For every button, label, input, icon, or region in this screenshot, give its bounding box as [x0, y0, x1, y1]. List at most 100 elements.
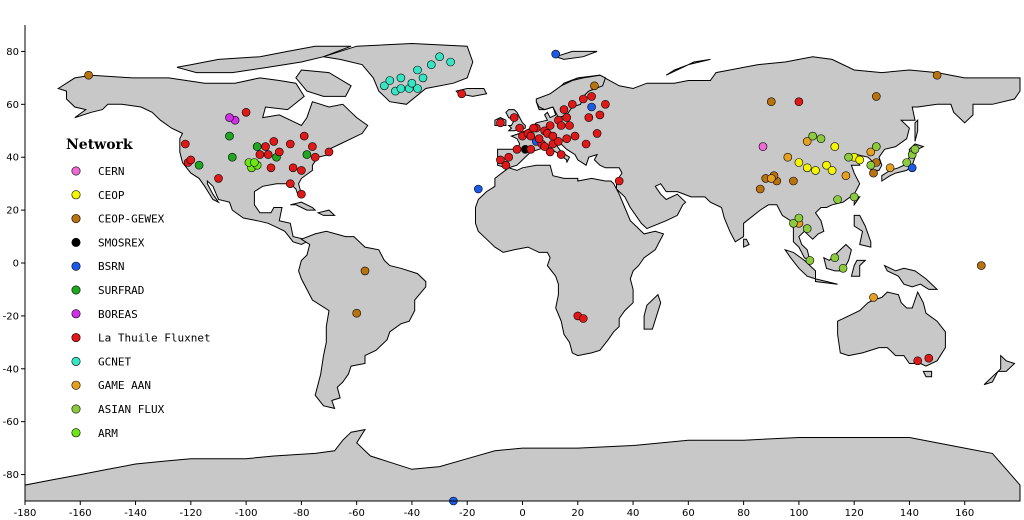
site-asian-flux [838, 263, 848, 273]
site-ceop-gewex [789, 176, 798, 186]
y-tick-label: 80 [6, 47, 19, 58]
y-tick-label: -80 [3, 470, 19, 481]
site-surfrad [228, 152, 237, 162]
legend-label-ceop-gewex: CEOP-GEWEX [98, 213, 165, 226]
legend-swatch-la-thuile-fluxnet [71, 333, 81, 343]
x-tick-label: -160 [69, 508, 92, 519]
site-bsrn [587, 102, 596, 112]
site-la-thuile-fluxnet [570, 131, 580, 141]
landmass-sri-lanka [743, 238, 750, 248]
landmass-hispaniola [316, 209, 336, 216]
site-la-thuile-fluxnet [545, 147, 555, 157]
site-la-thuile-fluxnet [297, 189, 306, 199]
y-tick-label: 20 [6, 206, 19, 217]
site-la-thuile-fluxnet [299, 131, 309, 141]
site-la-thuile-fluxnet [578, 94, 588, 104]
landmass-sulawesi [850, 259, 867, 277]
legend-swatch-ceop-gewex [71, 214, 81, 224]
site-asian-flux [794, 213, 804, 223]
site-ceop-gewex [590, 81, 599, 91]
site-ceop-gewex [871, 92, 881, 101]
site-game-aan [766, 174, 776, 183]
site-la-thuile-fluxnet [913, 356, 923, 366]
site-asian-flux [808, 131, 818, 141]
site-markers [84, 49, 986, 506]
x-tick-label: -120 [179, 508, 202, 519]
axes: -180 -160 -140 -120 -100 -80 -60 -40 -20 0 20 40 60 8… [3, 25, 1020, 519]
site-gcnet [396, 84, 406, 93]
site-la-thuile-fluxnet [261, 142, 270, 151]
x-ticks: -180 -160 -140 -120 -100 -80 -60 -40 -20 0 20 40 60 8… [14, 501, 974, 519]
x-tick-label: -80 [293, 508, 309, 519]
site-asian-flux [830, 253, 840, 263]
site-asian-flux [866, 160, 876, 170]
site-asian-flux [833, 195, 842, 204]
site-ceop-gewex [360, 266, 370, 276]
site-la-thuile-fluxnet [509, 113, 519, 122]
site-la-thuile-fluxnet [285, 139, 295, 149]
legend-swatch-ceop [71, 190, 81, 200]
legend-swatch-boreas [71, 309, 81, 319]
y-tick-label: -60 [3, 417, 19, 428]
site-la-thuile-fluxnet [181, 139, 190, 149]
site-la-thuile-fluxnet [529, 123, 538, 133]
legend-swatch-asian-flux [71, 404, 81, 414]
y-tick-label: -40 [3, 364, 19, 375]
legend-title: Network [66, 137, 133, 153]
legend-label-la-thuile-fluxnet: La Thuile Fluxnet [98, 332, 211, 345]
site-la-thuile-fluxnet [255, 150, 265, 159]
site-la-thuile-fluxnet [592, 129, 602, 138]
site-surfrad [225, 131, 234, 141]
legend-swatch-surfrad [71, 285, 81, 295]
site-surfrad [302, 150, 312, 159]
site-la-thuile-fluxnet [269, 137, 279, 146]
site-gcnet [396, 73, 406, 83]
site-la-thuile-fluxnet [556, 150, 566, 159]
landmass-novaya-zemlya [665, 58, 711, 76]
site-ceop-gewex [932, 70, 942, 80]
site-la-thuile-fluxnet [504, 152, 514, 162]
landmass-sakhalin [914, 119, 919, 142]
legend-swatch-bsrn [71, 261, 81, 271]
site-game-aan [783, 152, 793, 162]
site-asian-flux [802, 224, 812, 233]
x-tick-label: 20 [571, 508, 584, 519]
landmass-philippines [853, 214, 872, 248]
site-la-thuile-fluxnet [288, 163, 298, 173]
legend-swatch-cern [71, 166, 81, 176]
x-tick-label: 100 [789, 508, 808, 519]
site-la-thuile-fluxnet [241, 108, 251, 117]
site-la-thuile-fluxnet [526, 145, 536, 154]
site-la-thuile-fluxnet [548, 131, 558, 141]
site-la-thuile-fluxnet [496, 155, 505, 165]
site-asian-flux [902, 158, 912, 167]
site-la-thuile-fluxnet [534, 134, 544, 143]
legend-label-smosrex: SMOSREX [98, 236, 145, 249]
site-la-thuile-fluxnet [794, 97, 804, 106]
x-tick-label: 40 [627, 508, 640, 519]
site-game-aan [885, 163, 895, 173]
site-la-thuile-fluxnet [556, 121, 566, 130]
landmass-scandinavia [535, 74, 607, 119]
site-ceop-gewex [869, 168, 878, 178]
x-tick-label: 160 [955, 508, 974, 519]
landmass-australia [837, 290, 946, 367]
y-tick-label: -20 [3, 311, 19, 322]
site-asian-flux [849, 192, 859, 202]
site-ceop [827, 166, 837, 175]
site-la-thuile-fluxnet [501, 160, 511, 170]
site-asian-flux [871, 142, 881, 151]
site-ceop-gewex [84, 70, 93, 80]
site-game-aan [802, 137, 812, 146]
site-ceop [855, 155, 865, 165]
site-ceop-gewex [976, 261, 986, 270]
site-la-thuile-fluxnet [274, 147, 284, 157]
site-gcnet [385, 76, 395, 85]
legend-swatch-smosrex [71, 237, 81, 247]
y-tick-label: 0 [13, 259, 19, 270]
site-la-thuile-fluxnet [601, 100, 610, 109]
site-la-thuile-fluxnet [578, 314, 588, 323]
legend-entries: CERN CEOP CEOP-GEWEX SMOSREX BSRN SURFRAD BORE… [71, 165, 211, 440]
site-la-thuile-fluxnet [324, 147, 334, 157]
